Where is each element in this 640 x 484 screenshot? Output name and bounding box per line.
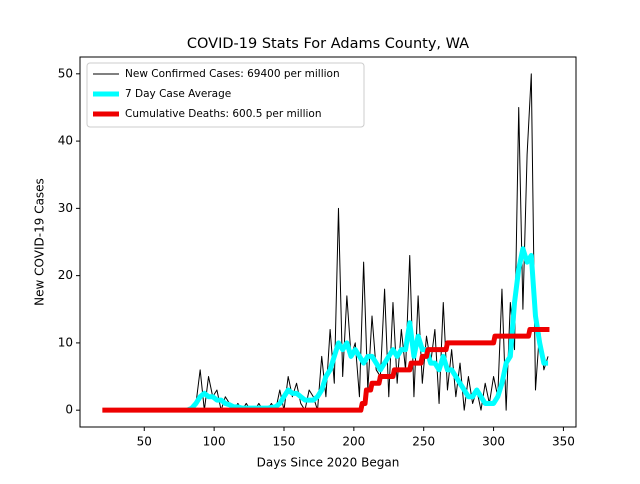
y-tick-label: 40 — [58, 134, 73, 148]
y-tick-label: 20 — [58, 268, 73, 282]
data-line — [102, 326, 550, 413]
chart-title: COVID-19 Stats For Adams County, WA — [187, 36, 469, 52]
y-tick-label: 10 — [58, 335, 73, 349]
x-tick-label: 350 — [552, 435, 575, 449]
y-axis-label: New COVID-19 Cases — [33, 178, 47, 306]
y-tick-label: 30 — [58, 201, 73, 215]
y-tick-label: 50 — [58, 66, 73, 80]
x-tick-label: 300 — [482, 435, 505, 449]
legend-label: 7 Day Case Average — [125, 88, 231, 100]
legend-box — [86, 62, 365, 128]
x-axis-label: Days Since 2020 Began — [257, 456, 400, 470]
x-tick-label: 200 — [342, 435, 365, 449]
y-tick-label: 0 — [65, 403, 73, 417]
plot-frame — [79, 56, 577, 428]
legend-label: New Confirmed Cases: 69400 per million — [125, 68, 340, 80]
x-tick-label: 50 — [137, 435, 152, 449]
x-tick-label: 100 — [203, 435, 226, 449]
legend-label: Cumulative Deaths: 600.5 per million — [125, 108, 322, 120]
x-tick-label: 250 — [412, 435, 435, 449]
x-tick-label: 150 — [273, 435, 296, 449]
